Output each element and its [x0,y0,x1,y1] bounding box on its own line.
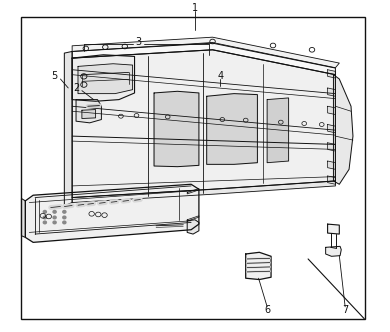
Polygon shape [328,70,335,78]
Polygon shape [72,181,335,203]
Polygon shape [72,43,335,75]
Text: 1: 1 [192,3,198,13]
Circle shape [43,216,46,219]
Bar [21,17,365,319]
Circle shape [43,221,46,224]
Polygon shape [187,189,199,194]
Polygon shape [333,75,353,184]
Text: 2: 2 [73,83,79,93]
Polygon shape [72,37,339,68]
Text: 4: 4 [217,71,223,81]
Polygon shape [82,110,96,119]
Polygon shape [187,220,199,234]
Text: 6: 6 [264,305,270,315]
Polygon shape [154,91,199,167]
Circle shape [53,221,56,224]
Circle shape [53,210,56,213]
Polygon shape [328,88,335,96]
Circle shape [63,216,66,219]
Polygon shape [328,143,335,151]
Polygon shape [328,106,335,115]
Polygon shape [328,224,339,234]
Polygon shape [64,51,72,206]
Polygon shape [328,176,335,184]
Polygon shape [78,64,133,94]
Polygon shape [267,98,289,163]
Text: 7: 7 [342,305,348,315]
Text: 5: 5 [51,71,58,81]
Polygon shape [326,246,341,256]
Polygon shape [25,184,199,242]
Polygon shape [72,50,335,198]
Polygon shape [72,55,135,101]
Polygon shape [328,124,335,133]
Polygon shape [207,94,257,164]
Polygon shape [21,199,25,237]
Circle shape [63,221,66,224]
Circle shape [63,210,66,213]
Polygon shape [76,100,101,123]
Polygon shape [187,216,199,221]
Polygon shape [328,161,335,169]
Circle shape [43,210,46,213]
Circle shape [53,216,56,219]
Text: 3: 3 [135,37,142,46]
Polygon shape [246,252,271,280]
